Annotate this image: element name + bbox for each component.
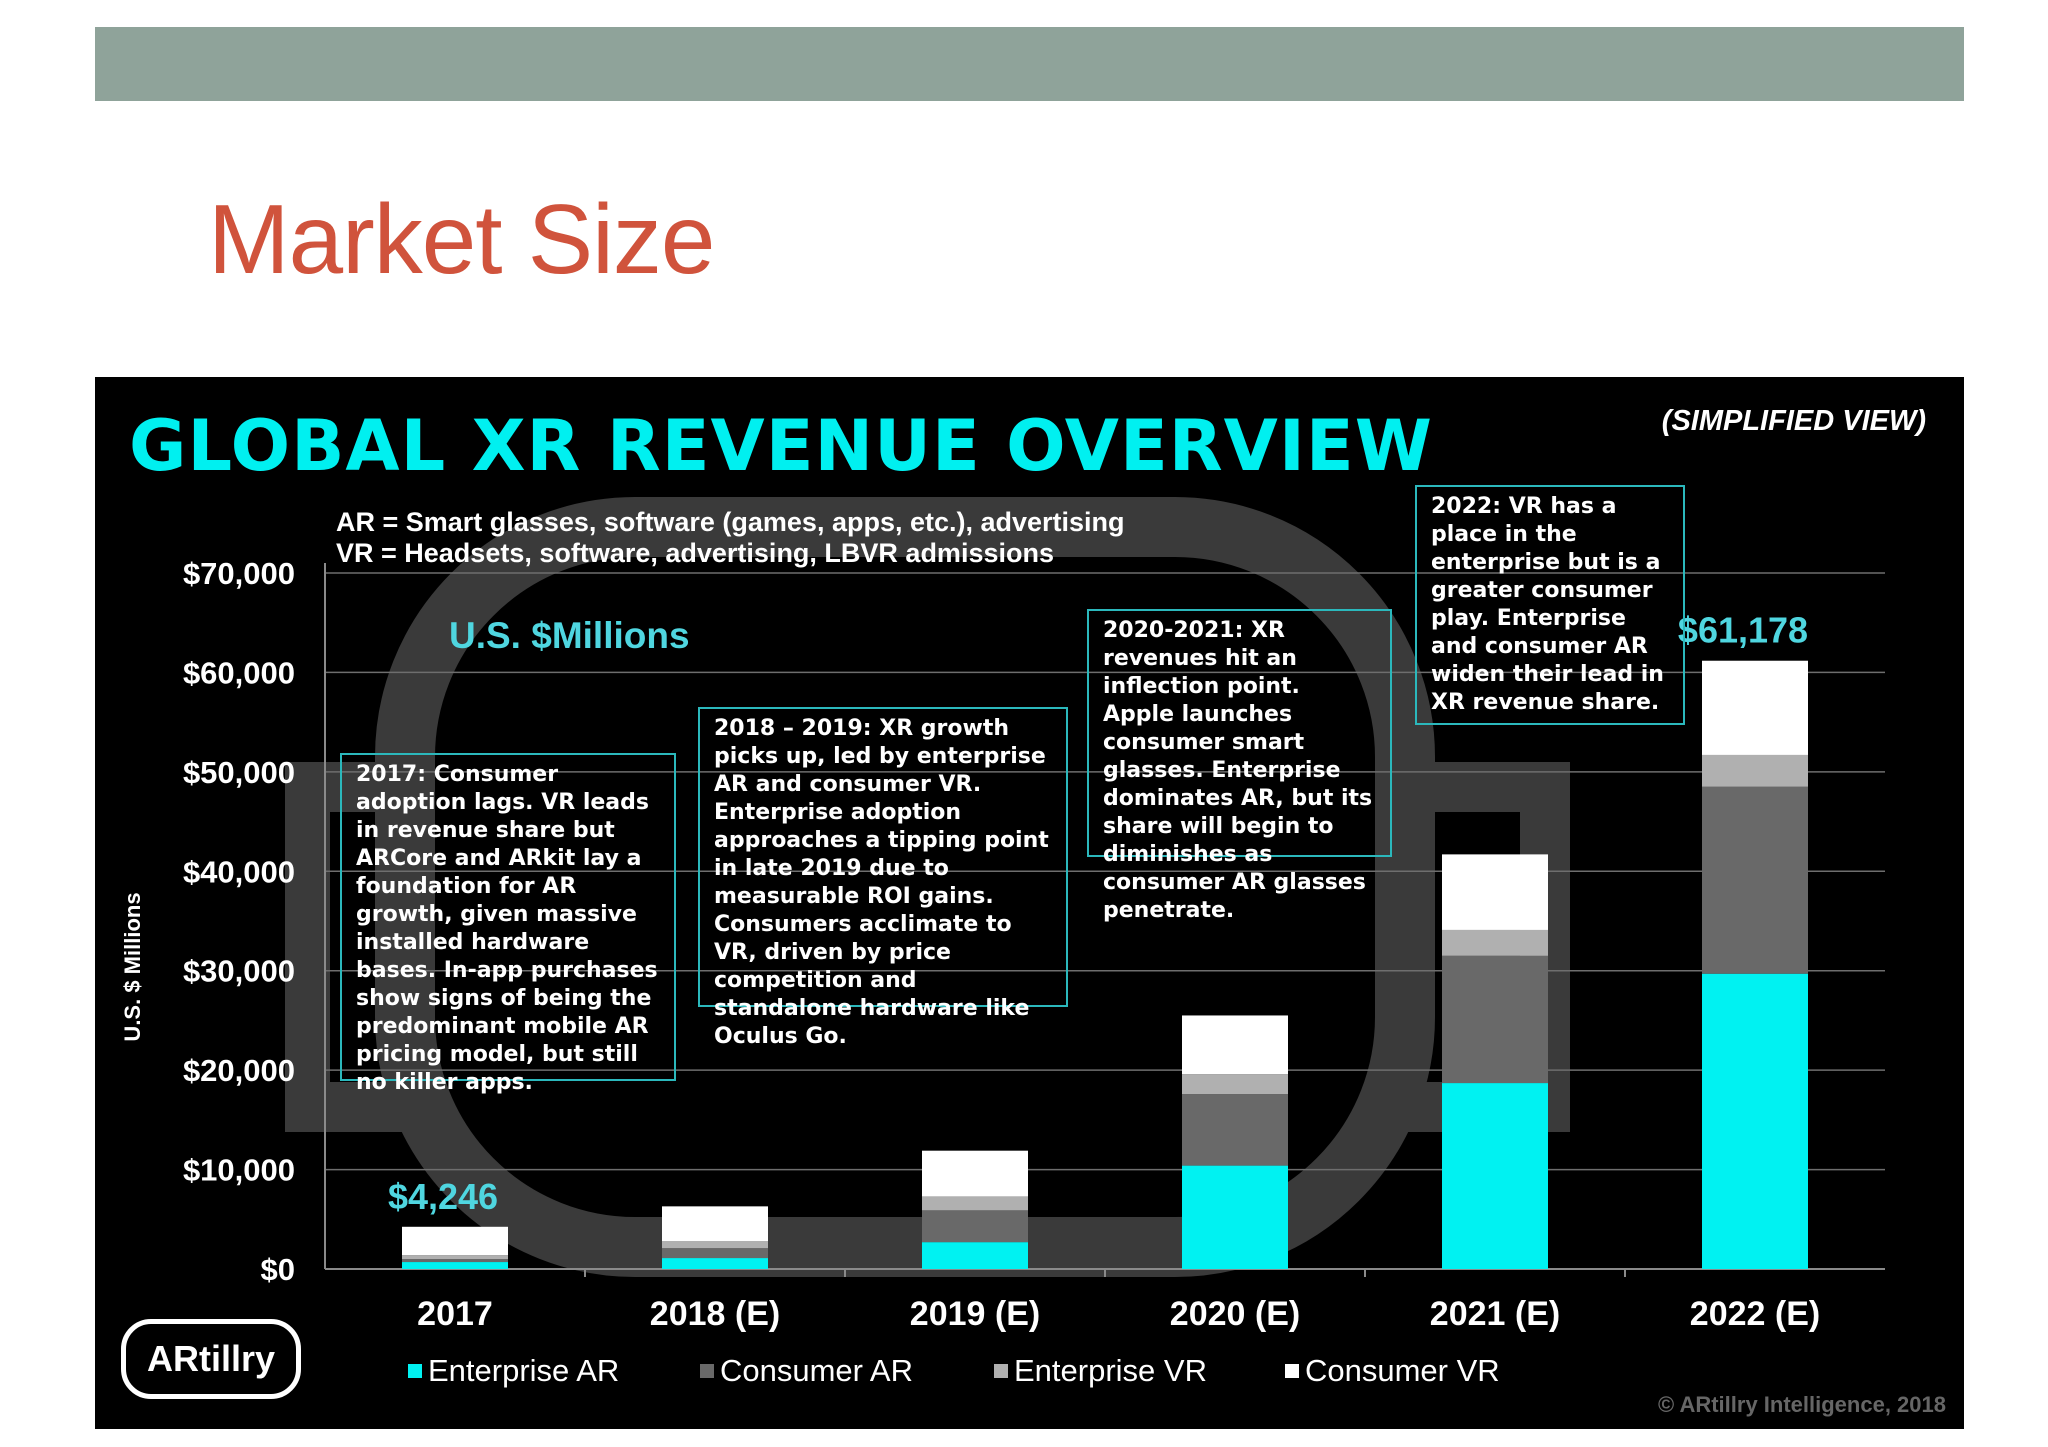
bar-segment: [1182, 1165, 1288, 1269]
bar-segment: [1702, 973, 1808, 1269]
y-tick-label: $10,000: [183, 1153, 295, 1188]
bar-segment: [402, 1226, 508, 1256]
x-tick-label: 2019 (E): [910, 1295, 1040, 1333]
y-tick-label: $40,000: [183, 854, 295, 889]
note-2017: 2017: Consumer adoption lags. VR leads i…: [340, 753, 676, 1095]
legend-consumer-ar: Consumer AR: [700, 1353, 913, 1389]
y-tick-label: $20,000: [183, 1053, 295, 1088]
bar-segment: [922, 1196, 1028, 1211]
x-tick-label: 2022 (E): [1690, 1295, 1820, 1333]
bar-segment: [662, 1206, 768, 1242]
legend-label: Enterprise VR: [1014, 1353, 1207, 1388]
bar-segment: [1702, 754, 1808, 787]
legend-swatch: [1285, 1364, 1299, 1378]
bar-segment: [1442, 1083, 1548, 1269]
legend-swatch: [700, 1364, 714, 1378]
note-2022: 2022: VR has a place in the enterprise b…: [1415, 485, 1685, 725]
x-tick-label: 2021 (E): [1430, 1295, 1560, 1333]
artillry-logo: ARtillry: [121, 1319, 301, 1399]
header-bar: [95, 27, 1964, 101]
note-2018-2019: 2018 – 2019: XR growth picks up, led by …: [698, 707, 1068, 1049]
bar-total-label: $61,178: [1678, 610, 1808, 651]
legend-swatch: [994, 1364, 1008, 1378]
chart-title: GLOBAL XR REVENUE OVERVIEW: [129, 405, 1433, 487]
legend-enterprise-ar: Enterprise AR: [408, 1353, 619, 1389]
bar-segment: [1442, 854, 1548, 930]
y-tick-label: $30,000: [183, 954, 295, 989]
bar-segment: [922, 1210, 1028, 1243]
bar-segment: [1702, 660, 1808, 755]
units-label: U.S. $Millions: [449, 615, 690, 656]
legend-enterprise-vr: Enterprise VR: [994, 1353, 1207, 1389]
view-tag: (SIMPLIFIED VIEW): [1661, 405, 1926, 437]
legend-label: Consumer VR: [1305, 1353, 1500, 1388]
legend-label: Consumer AR: [720, 1353, 913, 1388]
bar-segment: [1182, 1074, 1288, 1095]
y-tick-label: $70,000: [183, 556, 295, 591]
bar-segment: [1442, 955, 1548, 1084]
bar-segment: [662, 1258, 768, 1269]
x-tick-label: 2018 (E): [650, 1295, 780, 1333]
bar-segment: [922, 1150, 1028, 1197]
copyright: © ARtillry Intelligence, 2018: [1657, 1392, 1946, 1417]
bar-segment: [1182, 1094, 1288, 1166]
bar-segment: [402, 1259, 508, 1263]
x-tick-label: 2017: [417, 1295, 493, 1333]
vr-definition: VR = Headsets, software, advertising, LB…: [336, 538, 1054, 568]
legend-consumer-vr: Consumer VR: [1285, 1353, 1500, 1389]
bar-segment: [402, 1255, 508, 1260]
bar-segment: [662, 1248, 768, 1259]
bar-segment: [1182, 1015, 1288, 1075]
slide-title: Market Size: [208, 184, 715, 294]
note-2020-2021: 2020-2021: XR revenues hit an inflection…: [1087, 609, 1392, 923]
bar-total-label: $4,246: [388, 1176, 498, 1217]
ar-definition: AR = Smart glasses, software (games, app…: [336, 507, 1125, 537]
legend-label: Enterprise AR: [428, 1353, 620, 1388]
y-tick-label: $0: [261, 1252, 295, 1287]
bar-segment: [1442, 929, 1548, 956]
bar-segment: [1702, 786, 1808, 974]
y-tick-label: $60,000: [183, 655, 295, 690]
y-tick-label: $50,000: [183, 755, 295, 790]
bar-segment: [662, 1241, 768, 1249]
bar-segment: [922, 1242, 1028, 1269]
x-tick-label: 2020 (E): [1170, 1295, 1300, 1333]
bar-chart: $0 $10,000 $20,000 $30,000 $40,000 $50,000 $60…: [183, 556, 1885, 1333]
legend-swatch: [408, 1364, 422, 1378]
chart-panel: GLOBAL XR REVENUE OVERVIEW (SIMPLIFIED V…: [95, 377, 1964, 1429]
bar-segment: [402, 1262, 508, 1269]
